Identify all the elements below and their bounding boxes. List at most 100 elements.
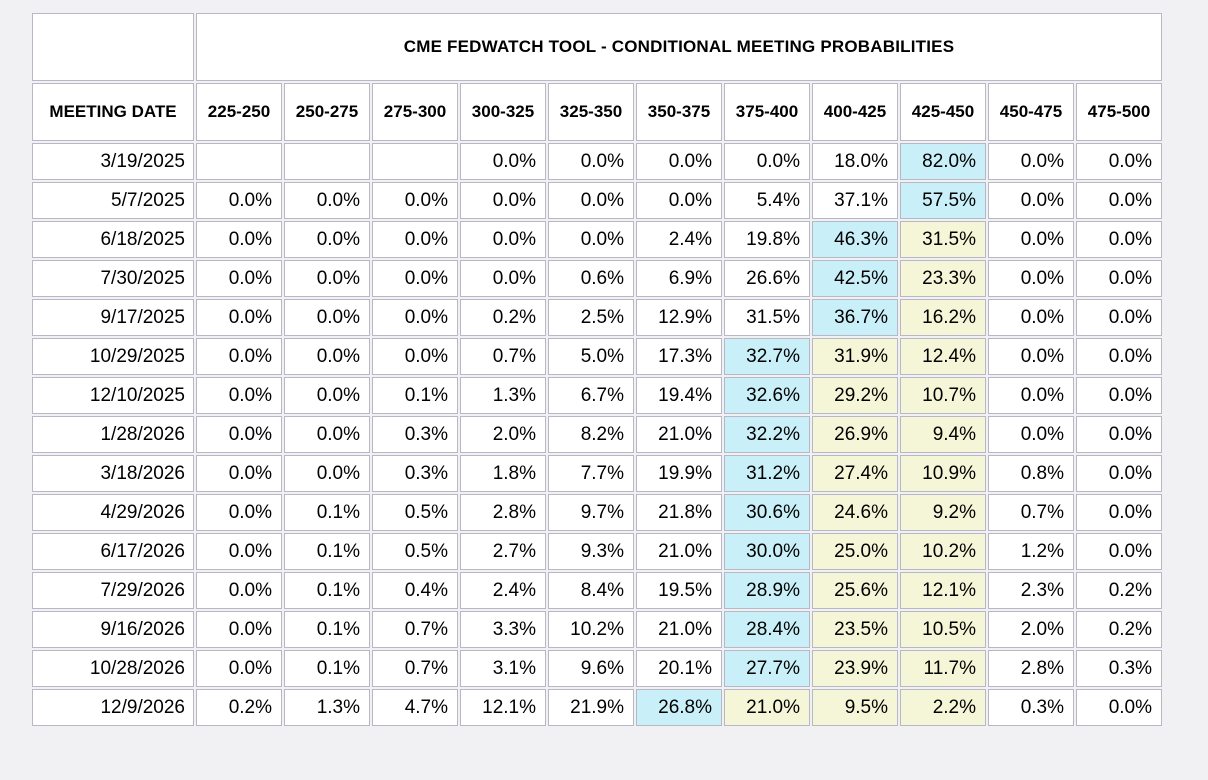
probability-cell: 0.0% <box>196 260 282 297</box>
probability-cell: 0.0% <box>1076 689 1162 726</box>
probability-cell: 9.3% <box>548 533 634 570</box>
rate-bin-header: 275-300 <box>372 83 458 141</box>
probability-cell: 0.3% <box>372 416 458 453</box>
probability-cell: 9.7% <box>548 494 634 531</box>
meeting-date-cell: 10/28/2026 <box>32 650 194 687</box>
probability-cell: 0.0% <box>460 260 546 297</box>
meeting-date-cell: 6/18/2025 <box>32 221 194 258</box>
probability-cell: 0.0% <box>284 416 370 453</box>
table-row: 10/28/2026 0.0% 0.1% 0.7% 3.1% 9.6% 20.1% 27.7%… <box>32 650 1162 687</box>
probability-cell: 32.2% <box>724 416 810 453</box>
title-row: CME FEDWATCH TOOL - CONDITIONAL MEETING … <box>32 13 1162 81</box>
probability-cell: 0.0% <box>1076 221 1162 258</box>
probability-cell: 27.7% <box>724 650 810 687</box>
probability-cell: 31.9% <box>812 338 898 375</box>
probability-cell: 0.3% <box>1076 650 1162 687</box>
probability-cell: 30.6% <box>724 494 810 531</box>
probability-cell: 0.0% <box>1076 338 1162 375</box>
probability-cell: 0.0% <box>1076 494 1162 531</box>
probability-cell: 0.6% <box>548 260 634 297</box>
rate-bin-header: 400-425 <box>812 83 898 141</box>
probability-cell: 32.6% <box>724 377 810 414</box>
meeting-date-cell: 5/7/2025 <box>32 182 194 219</box>
rate-bin-header: 425-450 <box>900 83 986 141</box>
probability-cell: 26.8% <box>636 689 722 726</box>
table-row: 4/29/2026 0.0% 0.1% 0.5% 2.8% 9.7% 21.8% 30.6% 2… <box>32 494 1162 531</box>
probability-cell: 0.0% <box>284 377 370 414</box>
probability-cell: 0.0% <box>988 338 1074 375</box>
probability-cell: 0.0% <box>372 182 458 219</box>
table-row: 12/9/2026 0.2% 1.3% 4.7% 12.1% 21.9% 26.8% 21.0… <box>32 689 1162 726</box>
rate-bin-header: 250-275 <box>284 83 370 141</box>
probability-cell: 9.2% <box>900 494 986 531</box>
probability-cell: 0.0% <box>196 299 282 336</box>
table-row: 3/18/2026 0.0% 0.0% 0.3% 1.8% 7.7% 19.9% 31.2% 2… <box>32 455 1162 492</box>
probability-cell: 37.1% <box>812 182 898 219</box>
probability-cell: 0.0% <box>1076 143 1162 180</box>
probability-cell: 0.0% <box>284 260 370 297</box>
probability-cell: 10.5% <box>900 611 986 648</box>
probability-cell: 0.0% <box>196 650 282 687</box>
probability-cell: 0.0% <box>1076 260 1162 297</box>
probability-cell: 4.7% <box>372 689 458 726</box>
table-row: 7/30/2025 0.0% 0.0% 0.0% 0.0% 0.6% 6.9% 26.6% 42… <box>32 260 1162 297</box>
table-body: 3/19/2025 0.0% 0.0% 0.0% 0.0% 18.0% 82.0% 0.0% 0… <box>32 143 1162 726</box>
probability-cell: 0.0% <box>284 455 370 492</box>
probability-cell: 8.2% <box>548 416 634 453</box>
probability-cell: 0.8% <box>988 455 1074 492</box>
probability-cell: 0.0% <box>548 143 634 180</box>
probability-cell: 0.0% <box>548 182 634 219</box>
table-title: CME FEDWATCH TOOL - CONDITIONAL MEETING … <box>196 13 1162 81</box>
probability-cell: 28.4% <box>724 611 810 648</box>
table-row: 3/19/2025 0.0% 0.0% 0.0% 0.0% 18.0% 82.0% 0.0% 0… <box>32 143 1162 180</box>
probability-cell: 18.0% <box>812 143 898 180</box>
probability-cell: 0.7% <box>460 338 546 375</box>
probability-cell: 21.0% <box>636 611 722 648</box>
fedwatch-probabilities-table: CME FEDWATCH TOOL - CONDITIONAL MEETING … <box>30 11 1164 728</box>
probability-cell: 0.0% <box>988 416 1074 453</box>
probability-cell: 19.8% <box>724 221 810 258</box>
probability-cell: 0.0% <box>372 299 458 336</box>
probability-cell: 0.0% <box>196 611 282 648</box>
probability-cell: 0.0% <box>1076 377 1162 414</box>
meeting-date-cell: 3/18/2026 <box>32 455 194 492</box>
probability-cell: 0.0% <box>988 260 1074 297</box>
probability-cell: 2.8% <box>988 650 1074 687</box>
probability-cell: 23.3% <box>900 260 986 297</box>
probability-cell: 42.5% <box>812 260 898 297</box>
probability-cell: 0.0% <box>372 338 458 375</box>
probability-cell: 2.0% <box>988 611 1074 648</box>
probability-cell: 9.4% <box>900 416 986 453</box>
probability-cell: 0.1% <box>284 533 370 570</box>
probability-cell: 0.1% <box>372 377 458 414</box>
probability-cell: 0.7% <box>372 650 458 687</box>
probability-cell: 0.0% <box>1076 455 1162 492</box>
probability-cell: 46.3% <box>812 221 898 258</box>
probability-cell: 7.7% <box>548 455 634 492</box>
probability-cell: 0.2% <box>1076 572 1162 609</box>
meeting-date-cell: 7/29/2026 <box>32 572 194 609</box>
probability-cell: 0.4% <box>372 572 458 609</box>
probability-cell: 2.2% <box>900 689 986 726</box>
meeting-date-cell: 12/10/2025 <box>32 377 194 414</box>
probability-cell: 16.2% <box>900 299 986 336</box>
rate-bin-header: 375-400 <box>724 83 810 141</box>
probability-cell: 1.8% <box>460 455 546 492</box>
probability-cell: 25.0% <box>812 533 898 570</box>
probability-cell: 6.7% <box>548 377 634 414</box>
meeting-date-header: MEETING DATE <box>32 83 194 141</box>
probability-cell: 9.6% <box>548 650 634 687</box>
probability-cell: 57.5% <box>900 182 986 219</box>
probability-cell: 12.1% <box>900 572 986 609</box>
probability-cell: 28.9% <box>724 572 810 609</box>
probability-cell: 0.2% <box>1076 611 1162 648</box>
probability-cell: 0.0% <box>196 533 282 570</box>
probability-cell: 2.0% <box>460 416 546 453</box>
probability-cell: 0.0% <box>636 143 722 180</box>
probability-cell: 0.7% <box>372 611 458 648</box>
probability-cell: 3.3% <box>460 611 546 648</box>
probability-cell: 0.0% <box>196 572 282 609</box>
probability-cell: 5.4% <box>724 182 810 219</box>
probability-cell: 0.0% <box>460 182 546 219</box>
probability-cell: 19.5% <box>636 572 722 609</box>
